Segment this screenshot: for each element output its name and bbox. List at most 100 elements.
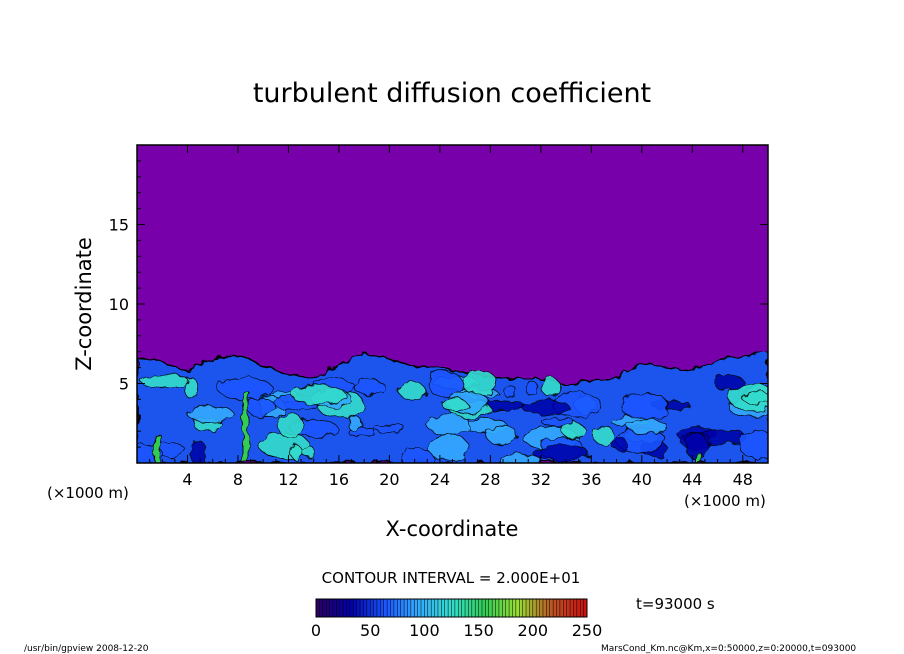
- eddy-patch: [353, 378, 385, 396]
- plume: [695, 453, 702, 463]
- colorbar-stripe: [404, 599, 408, 617]
- y-ticks: 5 10 15: [109, 160, 768, 448]
- colorbar-stripe: [383, 599, 388, 617]
- colorbar-stripe: [546, 599, 551, 617]
- x-tick-label: 28: [480, 470, 500, 489]
- colorbar-tick-label: 150: [463, 621, 494, 640]
- footer-left: /usr/bin/gpview 2008-12-20: [24, 644, 149, 654]
- colorbar-stripe: [468, 599, 473, 617]
- colorbar-stripe: [498, 599, 503, 617]
- colorbar-stripe: [363, 599, 368, 617]
- eddy-patch: [738, 430, 768, 459]
- colorbar-stripe: [478, 599, 483, 617]
- colorbar-stripe: [522, 599, 527, 617]
- eddy-patch: [291, 385, 347, 405]
- colorbar-stripe: [329, 599, 334, 617]
- eddy-patch: [140, 374, 189, 388]
- colorbar-frame: [315, 598, 588, 618]
- colorbar-stripe: [448, 599, 452, 617]
- colorbar-stripe: [505, 599, 510, 617]
- colorbar-tick-label: 250: [572, 621, 603, 640]
- eddy-patch: [620, 391, 669, 421]
- colorbar-stripe: [444, 599, 449, 617]
- colorbar-stripe: [492, 599, 496, 617]
- eddy-patch: [627, 419, 668, 435]
- colorbar-stripe: [410, 599, 415, 617]
- eddy-patch: [346, 415, 363, 432]
- colorbar-stripe: [370, 599, 374, 617]
- colorbar-stripe: [529, 599, 534, 617]
- colorbar-stripe: [461, 599, 466, 617]
- y-tick-label: 5: [119, 375, 129, 394]
- eddy-patch: [442, 397, 468, 412]
- colorbar-stripe: [427, 599, 432, 617]
- x-tick-label: 24: [430, 470, 450, 489]
- colorbar-stripe: [488, 599, 493, 617]
- colorbar-ticks: 0 50 100 150 200 250: [311, 621, 602, 640]
- colorbar-stripe: [465, 599, 469, 617]
- colorbar-stripe: [570, 599, 574, 617]
- x-ticks: 4 8 12 16 20 24 28 32 36 40 44 48: [149, 145, 756, 489]
- plume: [242, 391, 249, 463]
- colorbar-stripe: [512, 599, 517, 617]
- colorbar-tick-label: 0: [311, 621, 321, 640]
- colorbar-stripe: [536, 599, 540, 617]
- colorbar-stripe: [393, 599, 398, 617]
- colorbar-stripe: [451, 599, 456, 617]
- colorbar-stripe: [458, 599, 462, 617]
- colorbar-stripe: [502, 599, 506, 617]
- colorbar-stripe: [417, 599, 422, 617]
- colorbar-stripe: [563, 599, 567, 617]
- colorbar-stripe: [346, 599, 351, 617]
- colorbar-stripe: [343, 599, 347, 617]
- eddy-patch: [541, 376, 561, 398]
- eddy-patch: [503, 384, 517, 399]
- x-tick-label: 36: [581, 470, 601, 489]
- colorbar-stripe: [566, 599, 571, 617]
- colorbar-tick-label: 100: [409, 621, 440, 640]
- colorbar-stripe: [559, 599, 564, 617]
- x-tick-label: 32: [531, 470, 551, 489]
- boundary-layer: [137, 350, 768, 463]
- colorbar-stripe: [332, 599, 337, 617]
- colorbar-stripe: [349, 599, 354, 617]
- colorbar-tick-label: 50: [360, 621, 380, 640]
- colorbar-stripe: [380, 599, 385, 617]
- colorbar-stripe: [319, 599, 324, 617]
- colorbar-stripe: [316, 599, 320, 617]
- eddy-patch: [611, 437, 629, 452]
- colorbar-stripe: [360, 599, 364, 617]
- colorbar-stripe: [495, 599, 500, 617]
- colorbar-stripe: [400, 599, 405, 617]
- y-tick-label: 15: [109, 216, 129, 235]
- colorbar: 0 50 100 150 200 250: [311, 598, 602, 640]
- colorbar-stripe: [376, 599, 381, 617]
- eddy-patch: [541, 417, 575, 427]
- colorbar-stripe: [397, 599, 401, 617]
- colorbar-stripe: [485, 599, 490, 617]
- eddy-patch: [426, 434, 470, 461]
- y-tick-label: 10: [109, 295, 129, 314]
- eddy-patch: [401, 447, 434, 463]
- eddy-patch: [524, 381, 539, 396]
- colorbar-stripe: [573, 599, 578, 617]
- x-tick-label: 44: [682, 470, 702, 489]
- eddy-patch: [522, 399, 570, 416]
- turbulent-field: [137, 350, 768, 463]
- x-unit-right: (×1000 m): [684, 492, 766, 510]
- plume: [153, 433, 161, 463]
- x-tick-label: 4: [182, 470, 192, 489]
- colorbar-stripe: [434, 599, 439, 617]
- x-tick-label: 12: [278, 470, 298, 489]
- colorbar-stripe: [454, 599, 459, 617]
- colorbar-stripe: [542, 599, 547, 617]
- colorbar-stripe: [539, 599, 544, 617]
- colorbar-stripe: [509, 599, 513, 617]
- eddy-patch: [500, 453, 543, 463]
- colorbar-stripe: [336, 599, 341, 617]
- colorbar-stripe: [437, 599, 442, 617]
- x-tick-label: 8: [233, 470, 243, 489]
- colorbar-stripe: [515, 599, 520, 617]
- eddy-patch: [245, 398, 277, 417]
